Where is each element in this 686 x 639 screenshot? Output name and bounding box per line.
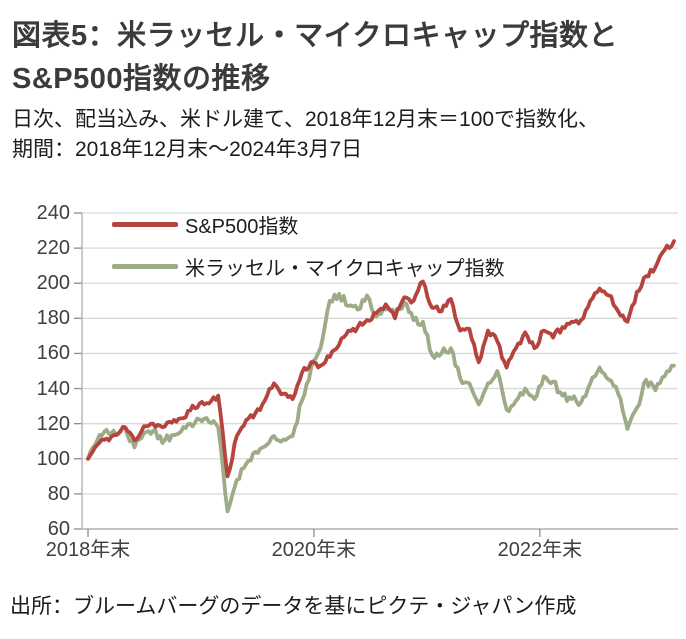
figure-title-line2: S&P500指数の推移	[12, 63, 271, 95]
y-axis-label: 160	[36, 342, 70, 365]
legend-item-sp500: S&P500指数	[112, 211, 505, 238]
x-axis-label: 2022年末	[497, 539, 583, 561]
microcap-legend-label: 米ラッセル・マイクロキャップ指数	[185, 257, 505, 280]
source-attribution: 出所：ブルームバーグのデータを基にピクテ・ジャパン作成	[10, 595, 577, 618]
y-axis-label: 100	[36, 447, 70, 470]
x-axis-label: 2018年末	[45, 539, 131, 561]
y-axis-label: 200	[36, 272, 70, 295]
figure-title-line1: 図表5：米ラッセル・マイクロキャップ指数と	[12, 20, 619, 52]
y-axis-label: 60	[47, 518, 70, 540]
microcap-legend-line-swatch	[112, 263, 178, 269]
legend: S&P500指数 米ラッセル・マイクロキャップ指数	[112, 211, 505, 295]
y-axis-label: 80	[47, 482, 70, 505]
figure-subtitle-line1: 日次、配当込み、米ドル建て、2018年12月末＝100で指数化、	[12, 108, 600, 131]
y-axis-label: 180	[36, 307, 70, 330]
sp500-legend-label: S&P500指数	[185, 215, 299, 238]
y-axis-label: 140	[36, 377, 70, 400]
figure-subtitle-line2: 期間：2018年12月末～2024年3月7日	[12, 138, 363, 161]
sp500-line	[86, 239, 676, 479]
y-axis-label: 120	[36, 412, 70, 435]
sp500-legend-line-swatch	[112, 221, 178, 227]
x-axis-label: 2020年末	[271, 539, 357, 561]
microcap-line	[86, 291, 676, 514]
y-axis-label: 220	[36, 237, 70, 260]
y-axis-label: 240	[36, 202, 70, 224]
legend-item-microcap: 米ラッセル・マイクロキャップ指数	[112, 253, 505, 280]
